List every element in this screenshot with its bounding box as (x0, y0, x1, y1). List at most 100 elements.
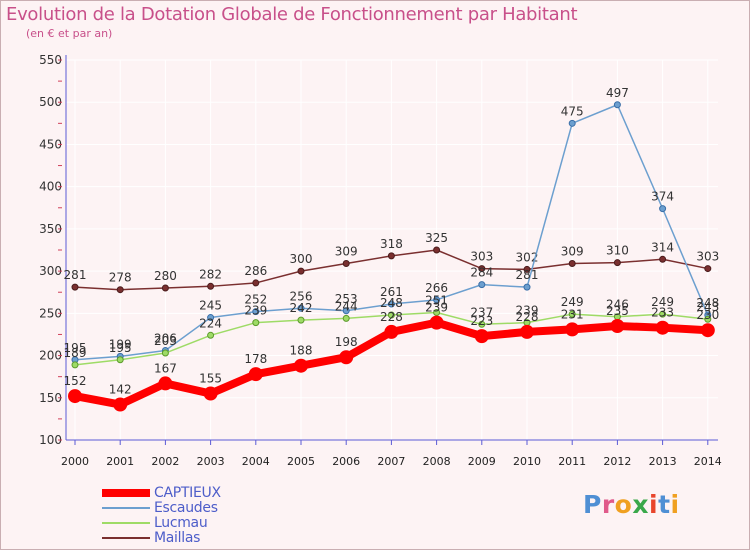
data-label: 198 (335, 335, 358, 349)
data-point (478, 320, 486, 328)
data-label: 310 (606, 244, 629, 258)
data-point (387, 252, 395, 260)
data-point (523, 283, 531, 291)
data-point (248, 367, 263, 382)
data-point (655, 320, 670, 335)
data-point (474, 329, 489, 344)
data-label: 256 (290, 289, 313, 303)
data-label: 281 (64, 268, 87, 282)
x-tick-label: 2002 (151, 455, 179, 468)
data-label: 253 (335, 292, 358, 306)
data-label: 303 (470, 250, 493, 264)
data-label: 246 (606, 298, 629, 312)
data-point (384, 324, 399, 339)
y-tick-label: 350 (39, 222, 62, 236)
data-point (387, 300, 395, 308)
data-point (297, 304, 305, 312)
data-point (568, 260, 576, 268)
data-label: 239 (425, 301, 448, 315)
data-point (478, 281, 486, 289)
data-label: 228 (516, 310, 539, 324)
data-point (433, 246, 441, 254)
data-point (297, 267, 305, 275)
data-label: 249 (651, 295, 674, 309)
data-label: 223 (470, 314, 493, 328)
logo-letter: r (601, 490, 615, 519)
data-label: 497 (606, 86, 629, 100)
data-point (71, 283, 79, 291)
logo-letter: t (658, 490, 671, 519)
data-label: 302 (516, 250, 539, 264)
data-label: 281 (516, 268, 539, 282)
data-label: 286 (244, 264, 267, 278)
data-label: 231 (561, 307, 584, 321)
chart-subtitle: (en € et par an) (26, 27, 113, 40)
x-tick-label: 2004 (242, 455, 270, 468)
data-point (568, 119, 576, 127)
x-tick-label: 2006 (332, 455, 360, 468)
logo-letter: i (670, 490, 680, 519)
data-label: 318 (380, 237, 403, 251)
data-label: 228 (380, 310, 403, 324)
y-tick-label: 300 (39, 264, 62, 278)
data-label: 243 (696, 300, 719, 314)
data-point (523, 265, 531, 273)
data-point (71, 361, 79, 369)
data-label: 167 (154, 361, 177, 375)
data-label: 248 (380, 296, 403, 310)
data-label: 230 (696, 308, 719, 322)
data-label: 266 (425, 281, 448, 295)
x-tick-label: 2013 (649, 455, 677, 468)
data-label: 252 (244, 293, 267, 307)
data-point (207, 282, 215, 290)
x-tick-label: 2008 (423, 455, 451, 468)
data-point (252, 308, 260, 316)
data-label: 242 (290, 301, 313, 315)
legend-swatch (102, 489, 150, 497)
x-tick-label: 2007 (377, 455, 405, 468)
data-label: 475 (561, 104, 584, 118)
y-tick-label: 100 (39, 433, 62, 447)
data-label: 237 (470, 305, 493, 319)
data-label: 233 (651, 306, 674, 320)
data-label: 239 (244, 304, 267, 318)
data-point (161, 284, 169, 292)
data-point (342, 314, 350, 322)
data-label: 309 (335, 245, 358, 259)
legend-label: Maillas (154, 530, 201, 546)
data-label: 152 (64, 374, 87, 388)
data-point (252, 319, 260, 327)
data-point (433, 296, 441, 304)
data-point (342, 260, 350, 268)
data-point (659, 310, 667, 318)
data-label: 325 (425, 231, 448, 245)
y-tick-label: 200 (39, 349, 62, 363)
data-label: 189 (64, 346, 87, 360)
logo-letter: i (649, 490, 659, 519)
data-label: 261 (380, 285, 403, 299)
data-label: 280 (154, 269, 177, 283)
x-tick-label: 2003 (197, 455, 225, 468)
x-tick-label: 2011 (558, 455, 586, 468)
data-label: 248 (696, 296, 719, 310)
data-label: 199 (109, 337, 132, 351)
legend-swatch (102, 537, 150, 539)
legend-swatch (102, 507, 150, 509)
data-point (203, 386, 218, 401)
y-tick-label: 550 (39, 53, 62, 67)
data-label: 309 (561, 245, 584, 259)
y-tick-label: 500 (39, 95, 62, 109)
data-point (433, 308, 441, 316)
data-label: 282 (199, 267, 222, 281)
data-point (207, 314, 215, 322)
x-tick-label: 2009 (468, 455, 496, 468)
data-label: 251 (425, 293, 448, 307)
data-label: 245 (199, 299, 222, 313)
data-label: 303 (696, 250, 719, 264)
data-label: 203 (154, 334, 177, 348)
data-point (342, 307, 350, 315)
